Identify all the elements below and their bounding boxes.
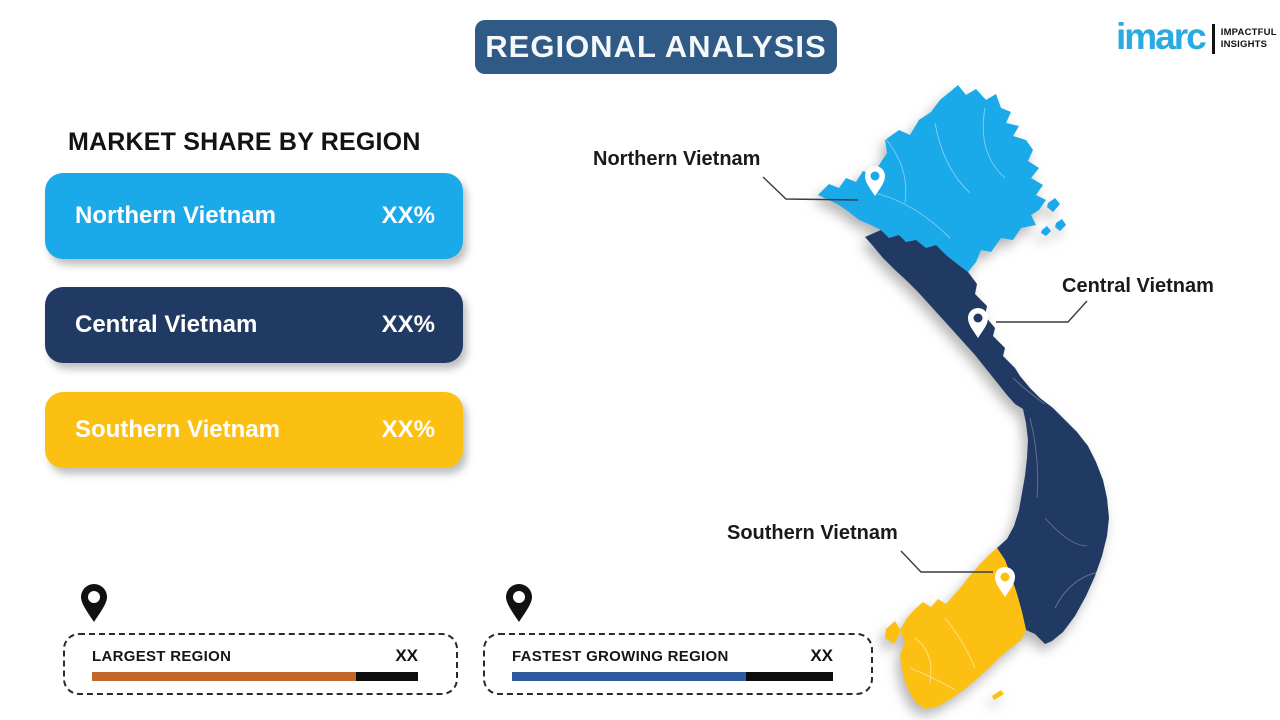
- share-bar-value: XX%: [381, 202, 435, 229]
- market-share-heading: MARKET SHARE BY REGION: [68, 128, 421, 156]
- province-borders-north: [874, 107, 1006, 239]
- largest-region-bar-fill: [92, 672, 357, 681]
- share-bar-central-vietnam: Central Vietnam XX%: [45, 287, 463, 363]
- northern-vietnam-pin-icon: [865, 166, 885, 196]
- share-bar-label: Northern Vietnam: [75, 202, 276, 229]
- fastest-growing-region-bar: [512, 672, 833, 681]
- location-pin-icon: [506, 584, 532, 622]
- map-label-southern-vietnam: Southern Vietnam: [727, 522, 898, 544]
- largest-region-box: LARGEST REGION XX: [63, 633, 458, 695]
- share-bar-value: XX%: [381, 311, 435, 338]
- fastest-growing-region-box: FASTEST GROWING REGION XX: [483, 633, 873, 695]
- map-label-northern-vietnam: Northern Vietnam: [593, 148, 761, 170]
- logo-tagline-line1: IMPACTFUL: [1220, 26, 1277, 38]
- map-region-central-vietnam: [865, 230, 1109, 644]
- fastest-growing-region-label: FASTEST GROWING REGION: [512, 648, 729, 665]
- map-islands-halong: [1041, 198, 1066, 236]
- logo-divider: [1211, 23, 1215, 54]
- southern-vietnam-pin-icon: [995, 567, 1015, 597]
- share-bar-value: XX%: [381, 416, 435, 443]
- province-borders-south: [909, 617, 976, 691]
- location-pin-icon: [81, 584, 107, 622]
- largest-region-bar: [92, 672, 418, 681]
- map-region-southern-vietnam: [900, 548, 1026, 709]
- share-bar-label: Central Vietnam: [75, 311, 258, 338]
- fastest-growing-region-value: XX: [810, 646, 833, 665]
- share-bar-northern-vietnam: Northern Vietnam XX%: [45, 173, 463, 259]
- largest-region-label: LARGEST REGION: [92, 648, 232, 665]
- logo-tagline-line2: INSIGHTS: [1220, 38, 1268, 50]
- imarc-logo-wordmark: imarc: [1116, 16, 1207, 57]
- share-bar-label: Southern Vietnam: [75, 416, 280, 443]
- page-title: REGIONAL ANALYSIS: [475, 20, 837, 74]
- page-title-text: REGIONAL ANALYSIS: [485, 29, 827, 64]
- map-island-phu-quoc: [885, 621, 1004, 700]
- imarc-logo: imarc IMPACTFUL INSIGHTS: [1116, 18, 1277, 55]
- logo-tagline: IMPACTFUL INSIGHTS: [1221, 27, 1277, 51]
- province-borders-central: [1012, 377, 1100, 609]
- map-region-northern-vietnam: [818, 85, 1046, 272]
- central-vietnam-pin-icon: [968, 308, 988, 338]
- vietnam-map: [818, 85, 1109, 709]
- map-label-central-vietnam: Central Vietnam: [1062, 275, 1214, 297]
- fastest-growing-region-bar-fill: [512, 672, 747, 681]
- largest-region-value: XX: [395, 646, 418, 665]
- share-bar-southern-vietnam: Southern Vietnam XX%: [45, 392, 463, 468]
